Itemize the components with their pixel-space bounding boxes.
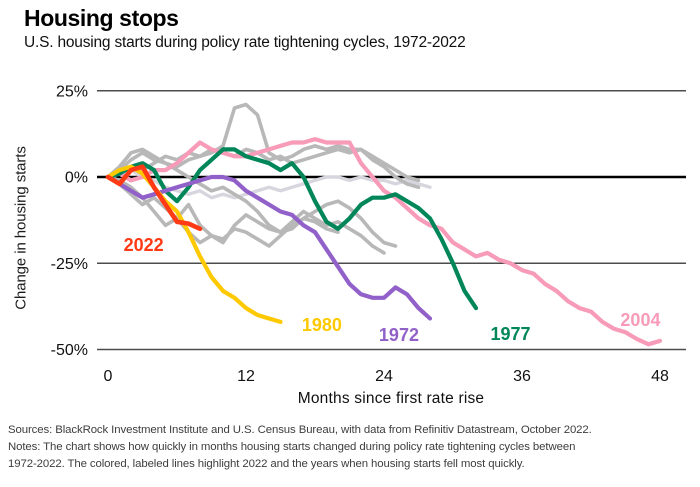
x-tick-label: 0 [104, 368, 113, 385]
footer-sources-line: Sources: BlackRock Investment Institute … [8, 424, 592, 436]
y-tick-label: -50% [51, 342, 88, 359]
footer-notes: Sources: BlackRock Investment Institute … [8, 422, 696, 473]
series-line-other-cycle-d [106, 147, 421, 190]
page-subtitle: U.S. housing starts during policy rate t… [24, 34, 466, 51]
x-tick-label: 48 [651, 368, 669, 385]
y-tick-label: -25% [51, 256, 88, 273]
page-title: Housing stops [24, 5, 179, 31]
y-tick-label: 25% [56, 83, 88, 100]
x-tick-label: 24 [375, 368, 393, 385]
series-label-2004: 2004 [620, 310, 660, 330]
series-line-1972 [105, 174, 433, 321]
footer-notes-line-2: 1972-2022. The colored, labeled lines hi… [8, 458, 525, 471]
series-line-2022 [105, 164, 203, 232]
x-tick-label: 12 [237, 368, 255, 385]
x-tick-label: 36 [513, 368, 531, 385]
series-label-1972: 1972 [379, 325, 419, 345]
series-line-other-cycle-c [106, 147, 386, 255]
y-axis-title: Change in housing starts [12, 146, 30, 310]
x-axis-title: Months since first rate rise [297, 390, 485, 407]
footer-notes-line-1: Notes: The chart shows how quickly in mo… [8, 441, 576, 454]
series-label-1980: 1980 [302, 315, 342, 335]
series-line-2004 [105, 137, 663, 347]
y-tick-label: 0% [65, 170, 88, 187]
series-label-2022: 2022 [124, 235, 164, 255]
series-label-1977: 1977 [490, 324, 530, 344]
series-line-other-cycle-b [106, 175, 398, 248]
series-line-1977 [105, 147, 479, 311]
